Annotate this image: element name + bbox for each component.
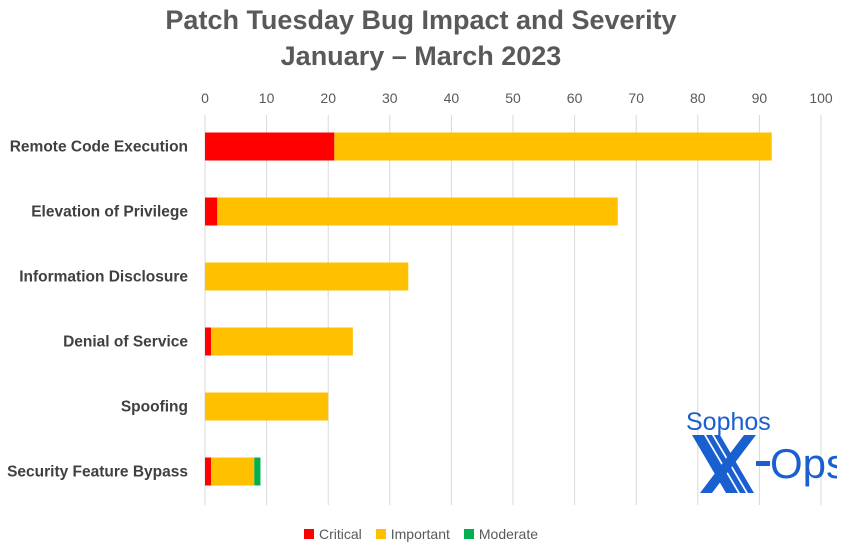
legend-swatch: [375, 529, 386, 539]
legend-swatch: [463, 529, 474, 539]
bar-critical: [205, 197, 218, 226]
x-tick-label: 40: [444, 90, 460, 106]
legend-swatch: [303, 529, 314, 539]
x-tick-label: 60: [567, 90, 583, 106]
category-label: Information Disclosure: [19, 269, 188, 286]
bar-important: [334, 132, 772, 161]
bar-critical: [205, 132, 335, 161]
bar-important: [205, 262, 409, 291]
bar-critical: [205, 457, 212, 486]
legend-item-moderate: Moderate: [463, 526, 539, 542]
bar-moderate: [254, 457, 261, 486]
legend-label: Critical: [318, 526, 362, 542]
x-tick-label: 10: [259, 90, 275, 106]
x-tick-label: 90: [752, 90, 768, 106]
chart-title: Patch Tuesday Bug Impact and Severity Ja…: [0, 2, 842, 74]
legend: Critical Important Moderate: [0, 526, 842, 542]
bar-important: [211, 457, 255, 486]
title-line-2: January – March 2023: [280, 41, 562, 71]
bar-important: [217, 197, 618, 226]
x-tick-label: 0: [201, 90, 209, 106]
x-tick-label: 30: [382, 90, 398, 106]
x-tick-label: 80: [690, 90, 706, 106]
category-label: Elevation of Privilege: [31, 204, 188, 221]
svg-text:Sophos: Sophos: [686, 408, 771, 436]
legend-label: Moderate: [478, 526, 539, 542]
bar-important: [205, 392, 329, 421]
legend-item-important: Important: [375, 526, 450, 542]
x-tick-label: 70: [628, 90, 644, 106]
bar-critical: [205, 327, 212, 356]
sophos-xops-logo: Sophos Ops: [686, 408, 837, 493]
legend-label: Important: [390, 526, 450, 542]
svg-text:Ops: Ops: [770, 440, 837, 487]
bar-important: [211, 327, 353, 356]
title-line-1: Patch Tuesday Bug Impact and Severity: [165, 5, 677, 35]
x-tick-label: 50: [505, 90, 521, 106]
category-label: Spoofing: [121, 399, 188, 416]
x-tick-label: 20: [320, 90, 336, 106]
category-label: Remote Code Execution: [10, 139, 188, 156]
category-label: Security Feature Bypass: [7, 464, 188, 481]
legend-item-critical: Critical: [303, 526, 362, 542]
category-label: Denial of Service: [63, 334, 188, 351]
x-tick-label: 100: [809, 90, 833, 106]
